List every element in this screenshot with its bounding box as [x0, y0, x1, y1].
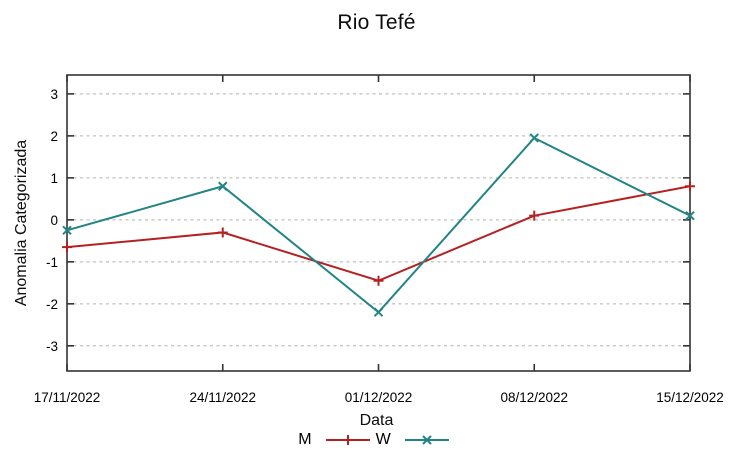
m-line-sample-icon [325, 435, 370, 445]
plus-marker-icon [342, 435, 353, 445]
x-axis-label: Data [359, 412, 394, 429]
series-W-marker [529, 133, 539, 143]
y-tick-label: 2 [50, 129, 58, 144]
x-tick-label: 08/12/2022 [500, 390, 568, 405]
y-tick-label: -3 [46, 339, 58, 354]
y-tick-label: 3 [50, 87, 58, 102]
y-tick-label: 0 [50, 213, 58, 228]
legend: M W [0, 431, 753, 449]
legend-series-w-label: W [375, 431, 391, 448]
x-tick-label: 01/12/2022 [345, 390, 413, 405]
x-tick-label: 15/12/2022 [656, 390, 724, 405]
plot-border [66, 74, 691, 372]
series-W-marker [685, 210, 695, 221]
x-tick-label: 17/11/2022 [34, 390, 101, 405]
y-tick-label: -2 [46, 297, 58, 312]
series-M-marker [529, 210, 540, 221]
series-W-line [66, 136, 691, 314]
y-tick-label: -1 [46, 255, 58, 270]
series-M-marker [373, 275, 384, 286]
series-M-marker [217, 227, 228, 238]
w-line-sample-icon [404, 435, 449, 445]
series-M-marker [685, 181, 695, 192]
legend-series-m-label: M [298, 431, 312, 448]
chart-title: Rio Tefé [337, 11, 416, 34]
series-W-marker [373, 307, 384, 317]
series-W-marker [218, 181, 228, 191]
x-marker-icon [422, 435, 432, 445]
y-tick-label: 1 [50, 171, 58, 186]
x-tick-label: 24/11/2022 [189, 390, 256, 405]
series-M-marker [62, 242, 72, 253]
series-W-marker [62, 225, 72, 236]
y-axis-label: Anomalia Categorizada [13, 139, 30, 307]
series-M-line [66, 185, 691, 282]
